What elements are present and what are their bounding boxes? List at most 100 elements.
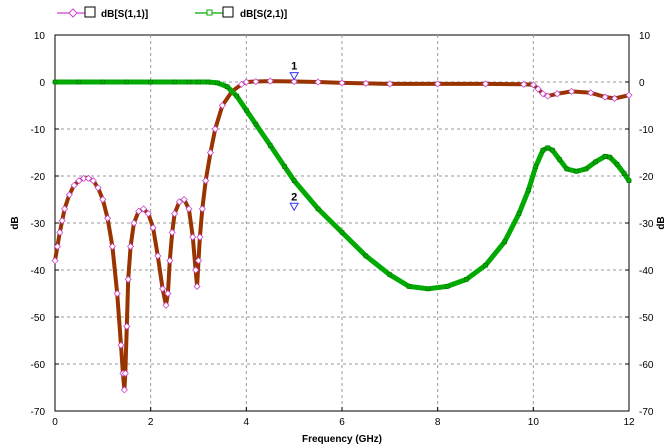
x-tick-label: 4 <box>244 417 250 428</box>
data-point <box>100 79 106 85</box>
data-point <box>154 252 162 260</box>
grid-lines <box>55 35 629 411</box>
data-point <box>540 147 546 153</box>
y-tick-label-right: -60 <box>639 360 654 371</box>
y-axis-title-right: dB <box>656 216 667 229</box>
data-point <box>84 174 93 182</box>
data-point <box>253 122 259 127</box>
data-point <box>242 78 250 86</box>
data-point <box>196 79 201 85</box>
data-point <box>544 92 552 100</box>
data-point <box>104 214 112 222</box>
data-point <box>268 143 273 148</box>
data-point <box>602 154 608 159</box>
series-1 <box>52 79 632 292</box>
data-point <box>387 272 393 277</box>
marker-triangle-icon[interactable] <box>289 202 300 212</box>
data-point <box>533 164 538 169</box>
data-point <box>139 205 148 213</box>
y-tick-label-left: 0 <box>39 78 45 89</box>
data-point <box>516 211 522 216</box>
legend-checkbox-icon[interactable] <box>84 6 96 18</box>
y-tick-label-left: -30 <box>31 219 46 230</box>
data-point <box>65 191 73 199</box>
data-point <box>56 228 64 236</box>
data-point <box>196 233 204 241</box>
data-point <box>614 162 620 167</box>
data-point <box>593 159 598 165</box>
legend: dB[S(1,1)] dB[S(2,1)] <box>57 6 287 20</box>
y-tick-label-right: -70 <box>639 407 654 418</box>
data-point <box>425 286 431 292</box>
data-point <box>159 285 167 293</box>
data-point <box>166 257 174 265</box>
data-point <box>124 275 132 283</box>
data-point <box>148 79 153 85</box>
data-point <box>464 277 469 282</box>
marker-layer: 12 <box>289 61 300 212</box>
data-point <box>545 145 550 151</box>
y-tick-label-right: 10 <box>639 31 651 42</box>
legend-label-s21: dB[S(2,1)] <box>240 9 287 20</box>
data-point <box>52 79 58 85</box>
data-point <box>218 101 226 110</box>
y-tick-label-left: -40 <box>31 266 46 277</box>
data-point <box>124 79 129 85</box>
data-point <box>215 80 220 86</box>
data-point <box>149 224 157 232</box>
data-point <box>162 301 170 309</box>
y-tick-label-left: -60 <box>31 360 46 371</box>
y-tick-label-right: -20 <box>639 172 654 183</box>
x-tick-label: 10 <box>528 417 540 428</box>
y-tick-label-right: -50 <box>639 313 654 324</box>
data-point <box>135 207 143 215</box>
data-point <box>587 89 595 97</box>
y-tick-label-left: -20 <box>31 172 46 183</box>
data-point <box>483 263 488 268</box>
data-point <box>282 164 287 169</box>
x-tick-label: 0 <box>52 417 58 428</box>
data-point <box>406 284 412 289</box>
data-point <box>386 80 394 88</box>
data-point <box>70 181 78 189</box>
data-point <box>123 322 131 330</box>
x-tick-label: 2 <box>148 417 154 428</box>
data-point <box>529 81 537 89</box>
marker-label: 1 <box>291 61 297 73</box>
data-point <box>290 77 298 86</box>
data-point <box>144 210 152 218</box>
data-point <box>75 177 83 185</box>
data-point <box>574 169 579 174</box>
data-point <box>338 79 346 87</box>
legend-item-s21[interactable]: dB[S(2,1)] <box>195 6 287 20</box>
data-point <box>164 289 172 298</box>
data-point <box>94 184 102 192</box>
marker-1[interactable]: 1 <box>289 61 300 81</box>
data-point <box>583 166 589 172</box>
data-point <box>434 80 442 88</box>
legend-item-s11[interactable]: dB[S(1,1)] <box>57 6 148 20</box>
data-point <box>564 166 570 172</box>
legend-checkbox-icon[interactable] <box>222 6 234 18</box>
data-point <box>172 79 177 85</box>
data-point <box>198 205 206 213</box>
y-tick-label-right: -30 <box>639 219 654 230</box>
marker-triangle-icon[interactable] <box>289 72 300 81</box>
data-point <box>315 206 321 212</box>
data-point <box>520 80 528 88</box>
y-tick-label-right: -10 <box>639 125 654 136</box>
data-point <box>121 369 129 377</box>
data-point <box>234 93 240 99</box>
data-point <box>113 289 121 298</box>
y-axis-title-left: dB <box>10 216 21 229</box>
x-tick-label: 12 <box>623 417 635 428</box>
x-tick-label: 8 <box>435 417 441 428</box>
data-point <box>186 79 192 85</box>
data-point <box>61 205 69 213</box>
data-point <box>58 217 66 225</box>
data-point <box>192 266 200 274</box>
marker-2[interactable]: 2 <box>289 191 300 212</box>
data-point <box>534 85 542 93</box>
